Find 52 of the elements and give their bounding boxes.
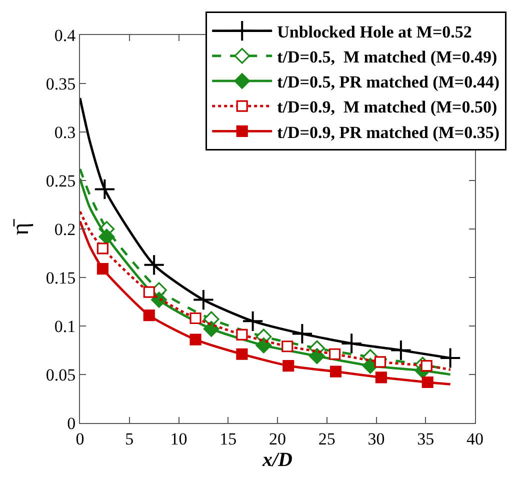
y-tick-label: 0.3 <box>54 122 76 142</box>
point <box>440 347 462 369</box>
point <box>203 320 220 337</box>
point <box>98 228 115 245</box>
point <box>96 262 109 275</box>
point <box>375 372 387 384</box>
point <box>236 348 248 360</box>
point <box>190 334 202 346</box>
point <box>340 332 362 354</box>
x-tick-label: 30 <box>368 429 385 448</box>
legend-label: t/D=0.5, PR matched (M=0.44) <box>277 72 500 92</box>
point <box>256 337 272 354</box>
point <box>328 348 341 360</box>
x-tick-label: 10 <box>170 429 188 448</box>
point <box>422 376 434 388</box>
point <box>192 289 214 311</box>
point <box>282 340 294 352</box>
point <box>390 339 412 362</box>
x-tick-label: 20 <box>269 429 286 448</box>
legend-label: t/D=0.5, M matched (M=0.49) <box>277 48 498 66</box>
point <box>374 356 386 368</box>
point <box>96 242 109 254</box>
point <box>420 360 432 372</box>
y-tick-label: 0.35 <box>46 74 76 94</box>
y-tick-label: 0.05 <box>46 365 76 384</box>
point <box>309 348 325 364</box>
point <box>291 322 313 345</box>
point <box>242 310 264 332</box>
point <box>190 312 202 324</box>
y-axis-title: η̄ <box>8 218 34 236</box>
point <box>330 366 342 378</box>
legend-label: t/D=0.9, M matched (M=0.50) <box>277 98 498 117</box>
legend-label: Unblocked Hole at M=0.52 <box>277 22 472 42</box>
y-tick-label: 0.4 <box>54 26 76 45</box>
x-axis-title: x/D <box>262 448 292 471</box>
point <box>143 310 155 322</box>
x-tick-label: 35 <box>417 429 434 448</box>
y-tick-label: 0.2 <box>54 220 76 239</box>
x-tick-label: 25 <box>318 429 336 448</box>
point <box>143 254 165 276</box>
y-tick-label: 0.15 <box>46 268 76 288</box>
legend-label: t/D=0.9, PR matched (M=0.35) <box>277 122 500 142</box>
y-tick-label: 0.25 <box>46 171 76 190</box>
point <box>94 178 116 200</box>
x-tick-label: 15 <box>220 429 237 448</box>
point <box>282 360 294 372</box>
x-tick-label: 40 <box>466 429 484 448</box>
point <box>236 328 248 341</box>
point <box>143 286 155 298</box>
x-tick-label: 5 <box>125 429 134 448</box>
y-tick-label: 0 <box>67 414 76 433</box>
y-tick-label: 0.1 <box>54 316 76 336</box>
